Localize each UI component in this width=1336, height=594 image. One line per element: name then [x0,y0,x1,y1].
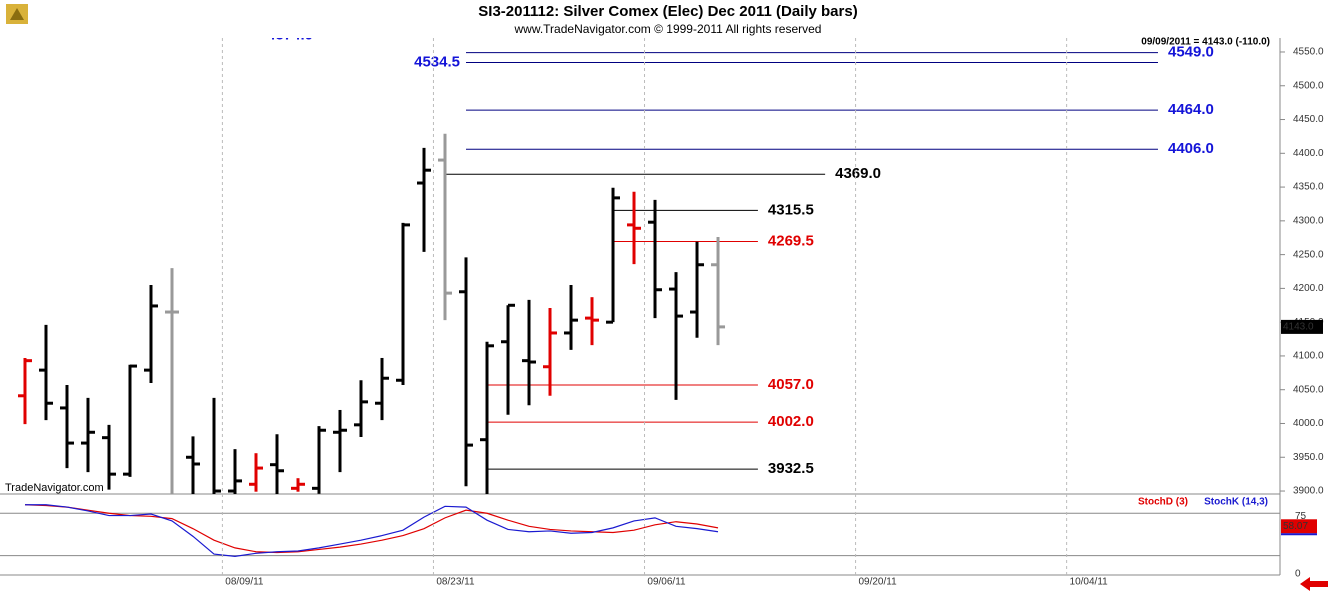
subtitle: www.TradeNavigator.com © 1999-2011 All r… [514,22,822,36]
stoch-pane [0,504,1280,557]
logo [6,4,28,24]
y-tick-label: 4250.0 [1293,249,1324,260]
stoch-line [24,504,719,554]
level-label: 4574.0 [267,27,313,44]
y-tick-label: 4100.0 [1293,351,1324,362]
level-label: 4464.0 [1168,101,1214,118]
scroll-arrow[interactable] [1300,577,1328,591]
x-tick-label: 08/09/11 [225,577,264,588]
legend-entry: StochK (14,3) [1204,497,1268,508]
quote: 09/09/2011 = 4143.0 (-110.0) [1141,37,1270,48]
level-label: 4369.0 [835,165,881,182]
y-tick-label: 0 [1295,569,1301,580]
y-tick-label: 4550.0 [1293,47,1324,58]
y-tick-label: 4050.0 [1293,384,1324,395]
stoch-value-box [1281,519,1317,534]
x-tick-label: 09/20/11 [858,577,897,588]
y-tick-label: 4300.0 [1293,215,1324,226]
level-label: 4549.0 [1168,44,1214,61]
y-tick-label: 4450.0 [1293,114,1324,125]
level-label: 4002.0 [768,413,814,430]
y-tick-label: 3950.0 [1293,452,1324,463]
y-tick-label: 4350.0 [1293,182,1324,193]
chart-title: SI3-201112: Silver Comex (Elec) Dec 2011… [478,3,857,20]
watermark: TradeNavigator.com [5,482,104,494]
legend-entry: StochD (3) [1138,497,1188,508]
x-tick-label: 08/23/11 [436,577,475,588]
stoch-value-label: 58.07 [1283,521,1308,532]
level-label: 4406.0 [1168,140,1214,157]
stoch-line [24,504,719,557]
y-tick-label: 75 [1295,511,1307,522]
last-price-box [1281,319,1323,334]
level-label: 4057.0 [768,376,814,393]
y-tick-label: 4200.0 [1293,283,1324,294]
level-label: 4534.5 [414,53,460,70]
x-tick-label: 10/04/11 [1070,577,1109,588]
level-label: 3932.5 [768,460,814,477]
level-label: 4315.5 [768,201,814,218]
y-tick-label: 4000.0 [1293,418,1324,429]
y-tick-label: 4400.0 [1293,148,1324,159]
x-tick-label: 09/06/11 [647,577,686,588]
level-label: 4269.5 [768,232,814,249]
y-tick-label: 3900.0 [1293,486,1324,497]
last-price-label: 4143.0 [1283,322,1314,333]
price-pane: 4574.0 4549.0 4534.5 4464.0 4406.0 4369.0 4315… [17,27,1214,494]
y-tick-label: 4500.0 [1293,80,1324,91]
